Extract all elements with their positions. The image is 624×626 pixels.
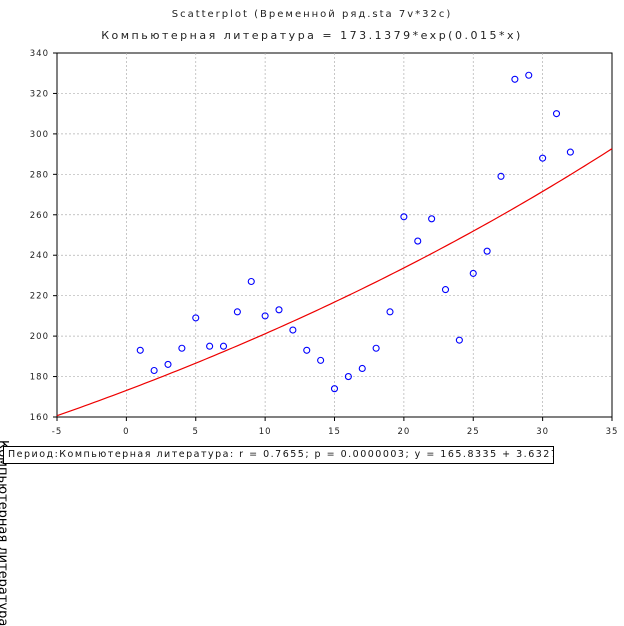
data-point (539, 154, 547, 162)
data-point (289, 326, 297, 334)
x-tick-label: 35 (606, 427, 619, 437)
data-point (136, 346, 144, 354)
x-tick-label: 15 (328, 427, 341, 437)
data-point (483, 247, 491, 255)
y-tick-label: 260 (30, 211, 49, 221)
data-point (414, 237, 422, 245)
y-tick-label: 160 (30, 413, 49, 423)
y-tick-label: 280 (30, 170, 49, 180)
x-tick-label: -5 (52, 427, 62, 437)
data-point (386, 308, 394, 316)
y-tick-label: 200 (30, 332, 49, 342)
x-tick-label: 0 (123, 427, 129, 437)
scatter-chart: -5 0 5 10 15 20 25 30 35 160 180 200 220 240 260 280 300… (30, 49, 619, 437)
data-point (219, 342, 228, 350)
data-point (192, 314, 200, 322)
data-point (469, 269, 477, 277)
x-tick-label: 20 (397, 427, 410, 437)
data-point (566, 148, 574, 156)
y-tick-label: 180 (30, 373, 49, 383)
y-tick-label: 320 (30, 89, 49, 99)
data-point (400, 213, 408, 221)
data-point (358, 364, 366, 373)
x-tick-label: 10 (259, 427, 272, 437)
fit-equation-title: Компьютерная литература = 173.1379*exp(0… (101, 29, 523, 42)
x-tick-label: 25 (467, 427, 480, 437)
data-point (317, 356, 325, 364)
y-tick-label: 220 (30, 292, 49, 302)
fit-curve (56, 148, 613, 417)
data-point (372, 344, 380, 352)
data-point (261, 312, 269, 320)
data-point (247, 277, 255, 286)
statistics-footer: Период:Компьютерная литература: r = 0.76… (3, 446, 554, 464)
data-point (455, 336, 463, 344)
data-point (497, 172, 505, 180)
data-point (525, 71, 533, 79)
chart-title: Scatterplot (Временной ряд.sta 7v*32c) (171, 9, 453, 20)
y-tick-label: 240 (30, 251, 49, 261)
data-point (344, 373, 352, 381)
data-point (303, 346, 311, 354)
data-point (150, 366, 158, 375)
data-point (164, 360, 172, 368)
y-tick-label: 340 (30, 49, 49, 59)
data-point (275, 306, 283, 314)
data-point (330, 385, 339, 393)
data-point (206, 342, 214, 350)
data-point (178, 344, 186, 352)
data-point (441, 286, 450, 294)
y-tick-label: 300 (30, 130, 49, 140)
data-point (428, 215, 436, 223)
data-point (233, 308, 241, 316)
data-point (552, 110, 561, 118)
x-tick-label: 30 (536, 427, 549, 437)
x-tick-label: 5 (193, 427, 199, 437)
data-point (511, 75, 519, 83)
